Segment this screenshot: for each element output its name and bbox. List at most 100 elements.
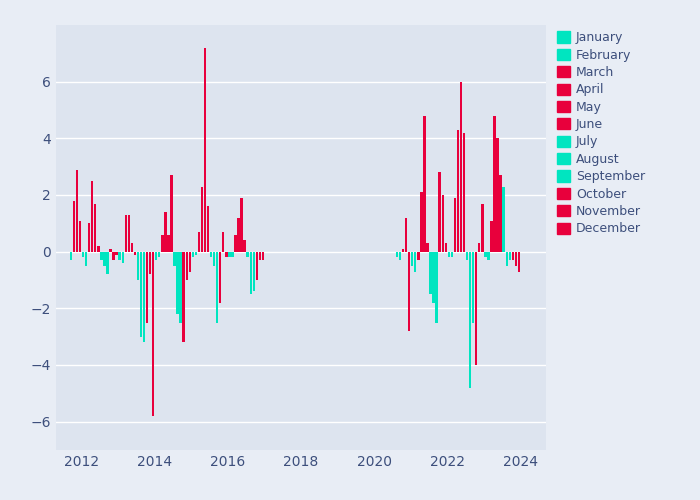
Bar [514, 252, 517, 266]
Bar [197, 232, 200, 252]
Bar [463, 132, 466, 252]
Bar [478, 243, 480, 252]
Bar [174, 252, 176, 266]
Bar [244, 240, 246, 252]
Bar [231, 252, 234, 258]
Bar [192, 252, 194, 258]
Bar [216, 252, 218, 322]
Bar [73, 200, 75, 252]
Bar [118, 252, 121, 260]
Bar [109, 249, 112, 252]
Bar [444, 243, 447, 252]
Bar [405, 218, 407, 252]
Bar [201, 186, 203, 252]
Bar [106, 252, 108, 274]
Bar [79, 220, 81, 252]
Bar [246, 252, 249, 258]
Bar [104, 252, 106, 266]
Bar [512, 252, 514, 260]
Bar [219, 252, 221, 302]
Bar [451, 252, 453, 258]
Bar [179, 252, 182, 322]
Bar [438, 172, 441, 252]
Bar [188, 252, 191, 272]
Bar [408, 252, 410, 331]
Bar [125, 215, 127, 252]
Bar [122, 252, 124, 263]
Bar [411, 252, 414, 266]
Bar [225, 252, 228, 258]
Bar [496, 138, 498, 252]
Bar [420, 192, 423, 252]
Bar [170, 175, 173, 252]
Bar [414, 252, 416, 272]
Bar [424, 116, 426, 252]
Bar [76, 170, 78, 252]
Bar [91, 181, 94, 252]
Bar [454, 198, 456, 252]
Bar [518, 252, 520, 272]
Bar [213, 252, 216, 266]
Bar [503, 186, 505, 252]
Bar [433, 252, 435, 302]
Bar [155, 252, 158, 260]
Bar [164, 212, 167, 252]
Bar [210, 252, 212, 258]
Bar [259, 252, 261, 260]
Bar [167, 234, 169, 252]
Bar [460, 82, 462, 251]
Bar [100, 252, 103, 260]
Bar [183, 252, 185, 342]
Bar [475, 252, 477, 365]
Bar [97, 246, 99, 252]
Bar [136, 252, 139, 280]
Bar [152, 252, 155, 416]
Bar [113, 252, 115, 260]
Bar [253, 252, 255, 292]
Bar [508, 252, 511, 260]
Bar [94, 204, 97, 252]
Bar [234, 234, 237, 252]
Bar [249, 252, 252, 294]
Bar [395, 252, 398, 258]
Bar [222, 232, 225, 252]
Bar [140, 252, 142, 336]
Bar [204, 48, 206, 252]
Bar [256, 252, 258, 280]
Bar [426, 243, 428, 252]
Bar [158, 252, 160, 258]
Bar [207, 206, 209, 252]
Bar [149, 252, 151, 274]
Bar [237, 218, 239, 252]
Legend: January, February, March, April, May, June, July, August, September, October, No: January, February, March, April, May, Ju… [557, 31, 645, 236]
Bar [262, 252, 264, 260]
Bar [195, 252, 197, 254]
Bar [146, 252, 148, 322]
Bar [481, 204, 484, 252]
Bar [240, 198, 243, 252]
Bar [417, 252, 419, 260]
Bar [505, 252, 508, 266]
Bar [88, 224, 90, 252]
Bar [228, 252, 230, 258]
Bar [131, 243, 133, 252]
Bar [466, 252, 468, 260]
Bar [402, 249, 405, 252]
Bar [469, 252, 471, 388]
Bar [442, 195, 444, 252]
Bar [494, 116, 496, 252]
Bar [490, 220, 493, 252]
Bar [186, 252, 188, 280]
Bar [82, 252, 84, 258]
Bar [127, 215, 130, 252]
Bar [399, 252, 401, 260]
Bar [472, 252, 475, 322]
Bar [116, 252, 118, 254]
Bar [487, 252, 489, 260]
Bar [456, 130, 459, 252]
Bar [484, 252, 486, 258]
Bar [499, 175, 502, 252]
Bar [85, 252, 88, 266]
Bar [143, 252, 146, 342]
Bar [435, 252, 438, 322]
